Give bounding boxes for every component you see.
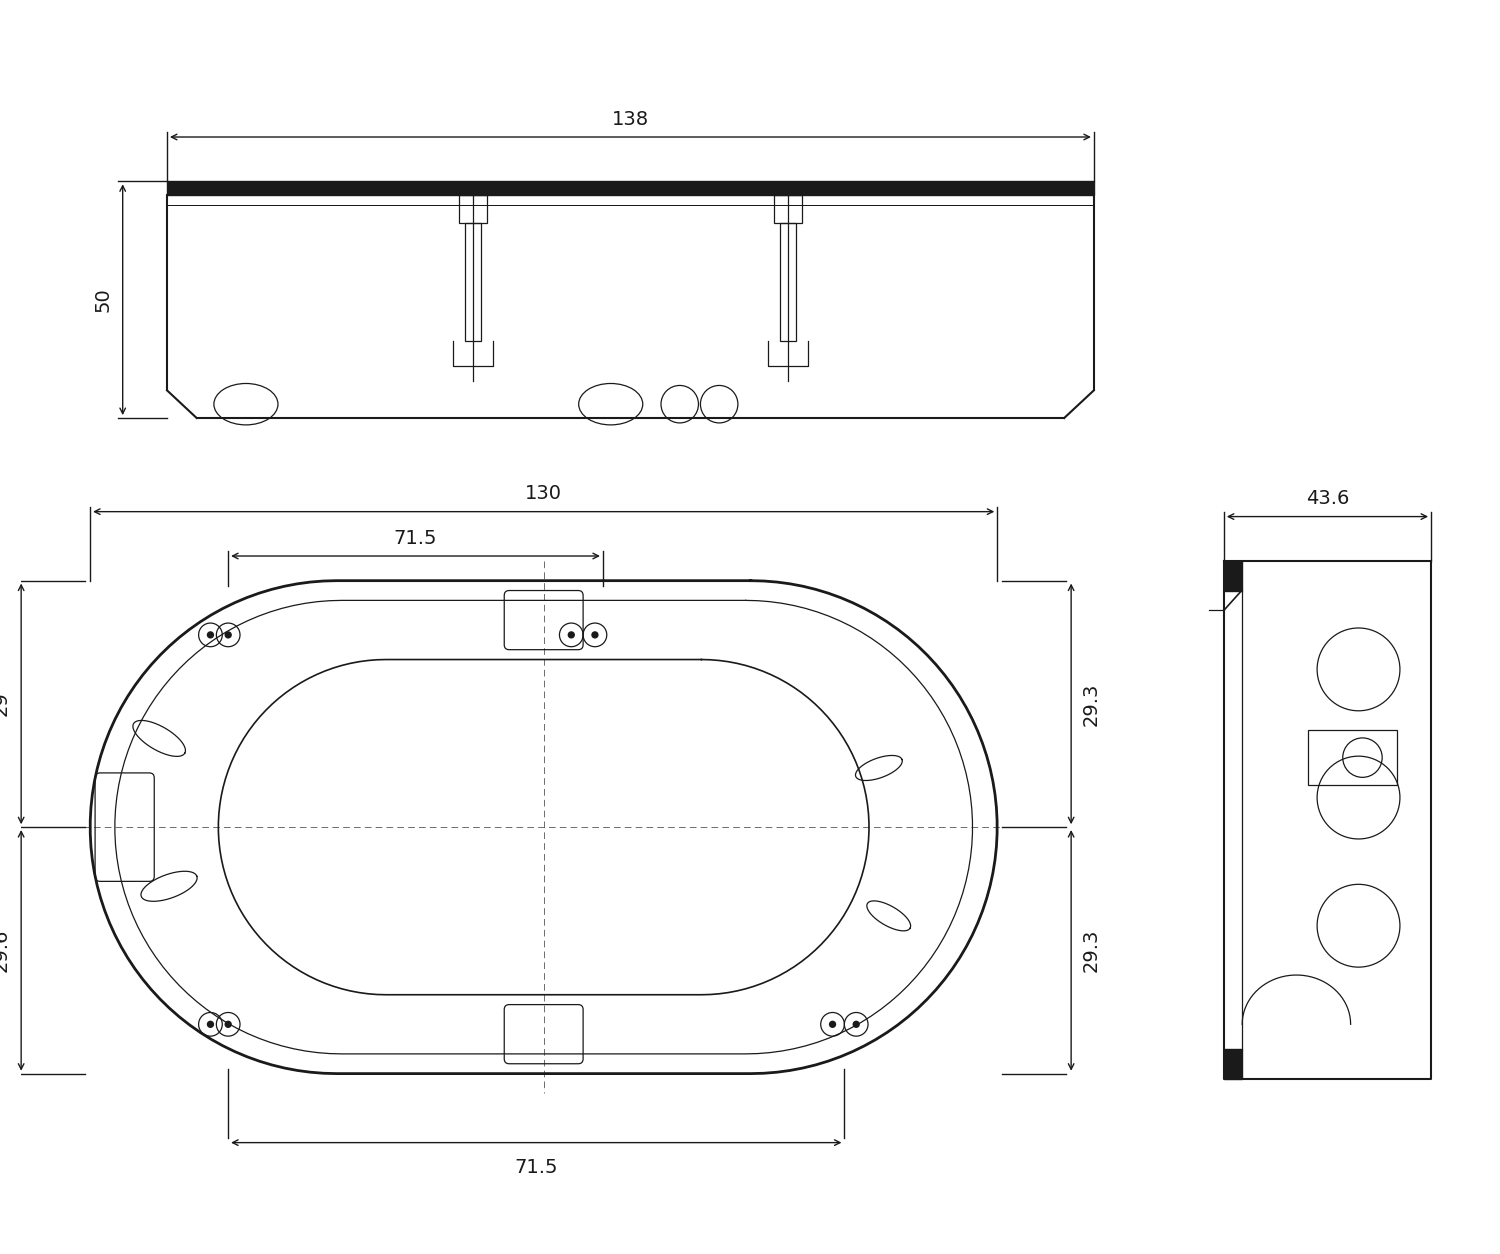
Text: 29.3: 29.3 xyxy=(1082,682,1101,726)
Text: 138: 138 xyxy=(612,110,650,129)
Polygon shape xyxy=(166,182,1094,196)
Circle shape xyxy=(207,632,213,638)
Polygon shape xyxy=(1224,561,1242,591)
Circle shape xyxy=(830,1021,836,1027)
Text: 29.6: 29.6 xyxy=(0,929,10,972)
Text: 29: 29 xyxy=(0,691,10,716)
Bar xyxy=(774,196,802,223)
Polygon shape xyxy=(1224,1048,1242,1078)
Circle shape xyxy=(225,632,231,638)
Text: 43.6: 43.6 xyxy=(1306,489,1348,508)
Bar xyxy=(1308,730,1396,785)
Bar xyxy=(465,223,482,341)
Text: 130: 130 xyxy=(525,484,562,503)
Text: 50: 50 xyxy=(93,287,112,312)
Bar xyxy=(780,223,796,341)
Text: 29.3: 29.3 xyxy=(1082,929,1101,972)
Circle shape xyxy=(568,632,574,638)
Bar xyxy=(459,196,486,223)
Text: 71.5: 71.5 xyxy=(394,529,438,548)
Circle shape xyxy=(225,1021,231,1027)
Circle shape xyxy=(853,1021,859,1027)
Text: 71.5: 71.5 xyxy=(514,1157,558,1176)
Circle shape xyxy=(207,1021,213,1027)
Circle shape xyxy=(592,632,598,638)
